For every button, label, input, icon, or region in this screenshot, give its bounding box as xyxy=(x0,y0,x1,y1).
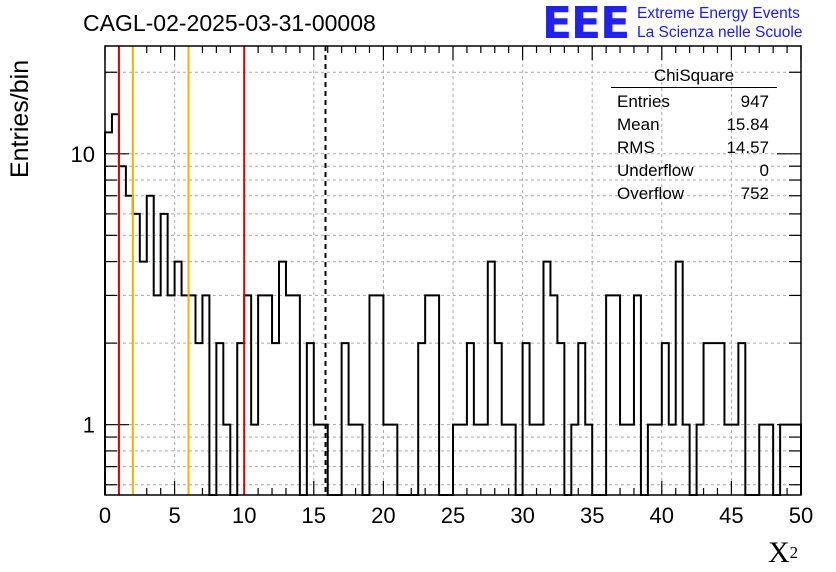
y-axis-label: Entries/bin xyxy=(6,59,34,178)
x-axis-label-superscript: 2 xyxy=(789,543,799,562)
x-axis-label-text: X xyxy=(768,536,790,569)
chart-title: CAGL-02-2025-03-31-00008 xyxy=(83,10,376,36)
x-tick-label: 40 xyxy=(650,503,674,528)
stats-label: Overflow xyxy=(617,184,685,203)
logo-line-1: Extreme Energy Events xyxy=(637,5,800,22)
stats-value: 752 xyxy=(740,184,769,203)
stats-label: Mean xyxy=(617,115,660,134)
stats-label: Entries xyxy=(617,92,670,111)
stats-label: RMS xyxy=(617,138,655,157)
stats-row-overflow: Overflow 752 xyxy=(611,182,777,205)
stats-value: 947 xyxy=(740,92,769,111)
stats-value: 0 xyxy=(759,161,769,180)
logo-line-2: La Scienza nelle Scuole xyxy=(637,24,803,41)
x-tick-label: 50 xyxy=(789,503,813,528)
x-tick-label: 45 xyxy=(719,503,743,528)
stats-label: Underflow xyxy=(617,161,694,180)
stats-row-entries: Entries 947 xyxy=(611,90,777,113)
reference-lines xyxy=(117,46,327,495)
x-tick-label: 5 xyxy=(168,503,180,528)
stats-value: 15.84 xyxy=(726,115,769,134)
x-tick-label: 20 xyxy=(371,503,395,528)
plot-frame xyxy=(104,45,802,496)
eee-logo: EEE xyxy=(542,0,630,49)
stats-row-rms: RMS 14.57 xyxy=(611,136,777,159)
x-tick-label: 25 xyxy=(441,503,465,528)
y-tick-label: 10 xyxy=(71,142,95,167)
tick-labels: 0 5 10 15 20 25 30 35 40 45 50 1 10 xyxy=(71,142,814,528)
logo-text: Extreme Energy Events La Scienza nelle S… xyxy=(637,4,802,42)
x-tick-label: 30 xyxy=(510,503,534,528)
x-tick-label: 0 xyxy=(99,503,111,528)
stats-row-underflow: Underflow 0 xyxy=(611,159,777,182)
x-tick-label: 10 xyxy=(232,503,256,528)
x-tick-label: 15 xyxy=(302,503,326,528)
stats-row-mean: Mean 15.84 xyxy=(611,113,777,136)
stats-value: 14.57 xyxy=(726,138,769,157)
stats-title: ChiSquare xyxy=(611,66,777,88)
stats-box: ChiSquare Entries 947 Mean 15.84 RMS 14.… xyxy=(611,66,777,205)
x-tick-label: 35 xyxy=(580,503,604,528)
y-tick-label: 1 xyxy=(83,413,95,438)
x-axis-label: X2 xyxy=(768,536,798,570)
